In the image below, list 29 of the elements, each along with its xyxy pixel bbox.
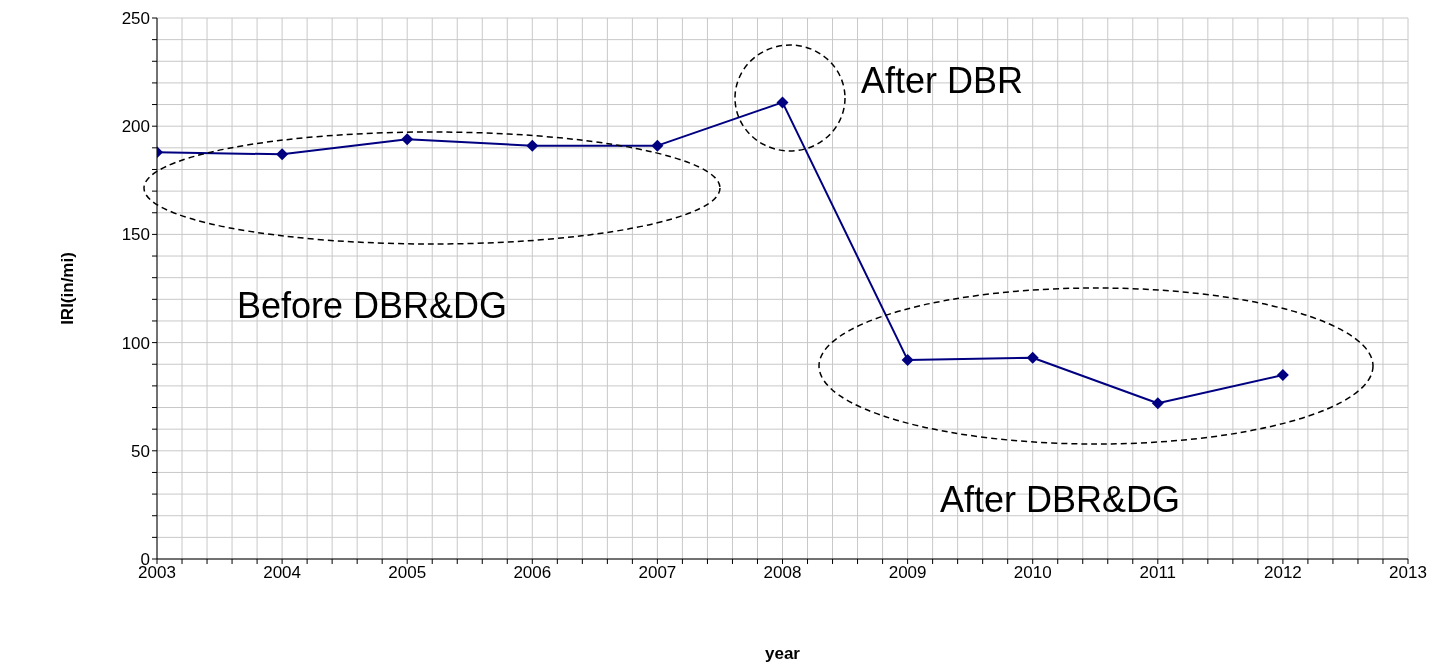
x-tick-label: 2009 [888, 563, 927, 583]
x-tick-label: 2007 [638, 563, 677, 583]
point [1026, 351, 1039, 364]
point [1151, 397, 1164, 410]
point [401, 133, 414, 146]
y-tick-label: 100 [121, 333, 150, 353]
annotation: Before DBR&DG [237, 284, 508, 326]
y-tick-label: 200 [121, 117, 150, 137]
point [776, 96, 789, 109]
y-tick-label: 150 [121, 225, 150, 245]
y-tick-label: 50 [131, 441, 150, 461]
annotation: After DBR&DG [940, 478, 1181, 520]
point [526, 139, 539, 152]
x-axis-title: year [765, 644, 801, 663]
x-tick-label: 2013 [1389, 563, 1427, 583]
x-tick-label: 2011 [1139, 563, 1177, 583]
point [276, 148, 289, 161]
x-tick-label: 2010 [1013, 563, 1052, 583]
x-tick-label: 2006 [513, 563, 552, 583]
x-tick-label: 2008 [763, 563, 802, 583]
x-tick-label: 2012 [1263, 563, 1302, 583]
point [651, 139, 664, 152]
point [1276, 369, 1289, 382]
annotation: After DBR [861, 59, 1024, 101]
y-axis-title: IRI(in/mi) [58, 252, 78, 325]
point [901, 353, 914, 366]
x-tick-label: 2004 [263, 563, 302, 583]
y-tick-label: 250 [121, 9, 150, 29]
x-tick-label: 2005 [388, 563, 427, 583]
